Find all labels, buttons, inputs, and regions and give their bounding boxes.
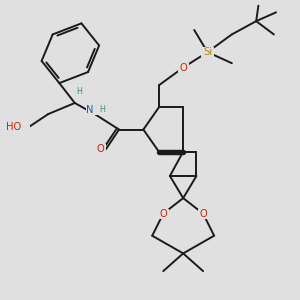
FancyBboxPatch shape: [86, 104, 103, 115]
FancyBboxPatch shape: [95, 145, 106, 154]
Text: O: O: [96, 144, 104, 154]
Text: N: N: [86, 105, 94, 115]
FancyBboxPatch shape: [201, 47, 214, 57]
Text: O: O: [159, 208, 167, 219]
FancyBboxPatch shape: [198, 208, 208, 219]
FancyBboxPatch shape: [9, 122, 30, 132]
Text: O: O: [179, 63, 187, 73]
Text: H: H: [99, 105, 105, 114]
Text: O: O: [199, 208, 207, 219]
Text: H: H: [76, 87, 82, 96]
FancyBboxPatch shape: [158, 208, 169, 219]
Text: HO: HO: [7, 122, 22, 132]
FancyBboxPatch shape: [178, 63, 189, 73]
Text: Si: Si: [203, 47, 212, 57]
